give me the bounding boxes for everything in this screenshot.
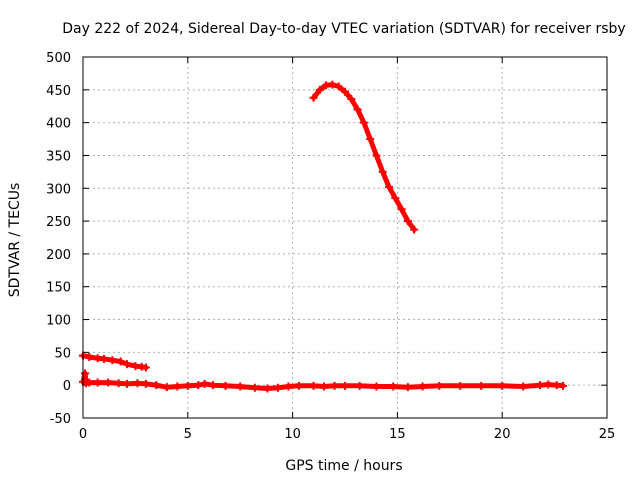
data-point-marker	[378, 167, 387, 176]
data-point-marker	[123, 360, 132, 369]
gridlines	[83, 57, 607, 418]
data-point-marker	[320, 382, 329, 391]
y-tick-label: 0	[63, 379, 71, 394]
data-point-marker	[385, 182, 394, 191]
data-point-marker	[194, 381, 203, 390]
data-point-marker	[116, 357, 125, 366]
data-point-marker	[141, 379, 150, 388]
data-point-marker	[456, 381, 465, 390]
series-hump	[311, 82, 417, 233]
data-point-marker	[372, 151, 381, 160]
data-point-marker	[341, 87, 349, 96]
data-point-marker	[366, 135, 375, 144]
data-point-marker	[334, 82, 343, 91]
data-point-marker	[114, 379, 123, 388]
data-point-marker	[123, 379, 132, 388]
data-point-marker	[284, 382, 293, 391]
data-point-marker	[221, 381, 230, 390]
axis-ticks: 0 5 10 15 20 25 -50 0 50 100 150 200 250 300 350 400 450…	[46, 51, 615, 442]
data-point-marker	[294, 381, 303, 390]
data-point-marker	[435, 381, 444, 390]
x-tick-label: 20	[494, 427, 511, 442]
y-tick-label: 250	[46, 215, 71, 230]
y-tick-label: 100	[46, 314, 71, 329]
y-tick-label: 50	[54, 346, 71, 361]
data-point-marker	[152, 381, 161, 390]
data-point-marker	[353, 105, 362, 114]
y-tick-label: 450	[46, 84, 71, 99]
data-point-marker	[498, 381, 507, 390]
y-axis-label: SDTVAR / TECUs	[7, 183, 23, 298]
y-tick-label: -50	[50, 412, 71, 427]
y-tick-label: 350	[46, 149, 71, 164]
data-point-marker	[397, 205, 406, 214]
data-point-marker	[263, 384, 272, 393]
x-tick-label: 10	[284, 427, 301, 442]
data-point-marker	[236, 382, 245, 391]
x-axis-label: GPS time / hours	[285, 458, 402, 474]
data-point-marker	[535, 381, 544, 390]
x-tick-label: 0	[79, 427, 87, 442]
data-point-marker	[328, 80, 337, 89]
data-point-marker	[309, 93, 318, 102]
data-point-marker	[372, 382, 381, 391]
plot-frame	[82, 56, 608, 419]
data-point-marker	[104, 378, 113, 387]
data-point-marker	[403, 217, 412, 226]
data-point-marker	[418, 382, 427, 391]
data-point-marker	[391, 194, 400, 203]
y-tick-label: 200	[46, 248, 71, 263]
y-tick-label: 500	[46, 51, 71, 66]
data-point-marker	[477, 381, 486, 390]
data-point-marker	[85, 378, 94, 387]
data-point-marker	[133, 379, 142, 388]
data-point-marker	[315, 85, 324, 94]
data-point-marker	[309, 381, 318, 390]
data-point-marker	[347, 95, 356, 104]
data-point-marker	[355, 381, 364, 390]
data-point-marker	[208, 381, 217, 390]
data-point-marker	[108, 356, 117, 365]
data-point-marker	[173, 382, 182, 391]
y-tick-label: 150	[46, 281, 71, 296]
data-point-marker	[250, 383, 259, 392]
data-point-marker	[183, 381, 192, 390]
data-point-marker	[558, 381, 567, 390]
data-point-marker	[359, 118, 368, 127]
data-point-marker	[81, 369, 90, 378]
y-tick-label: 400	[46, 117, 71, 132]
data-point-marker	[341, 381, 349, 390]
data-point-marker	[141, 363, 150, 372]
data-point-marker	[85, 352, 94, 361]
data-point-marker	[410, 225, 419, 234]
data-point-marker	[403, 383, 412, 392]
x-tick-label: 15	[389, 427, 406, 442]
x-tick-label: 25	[599, 427, 616, 442]
data-point-marker	[519, 382, 528, 391]
data-point-marker	[544, 380, 553, 389]
data-point-marker	[162, 383, 171, 392]
y-tick-label: 300	[46, 182, 71, 197]
data-point-marker	[200, 379, 209, 388]
data-point-marker	[273, 383, 282, 392]
data-point-marker	[93, 378, 102, 387]
data-point-marker	[389, 382, 398, 391]
x-tick-label: 5	[184, 427, 192, 442]
data-point-marker	[99, 354, 108, 363]
data-series	[79, 80, 567, 393]
chart-title: Day 222 of 2024, Sidereal Day-to-day VTE…	[62, 21, 625, 37]
data-point-marker	[330, 381, 339, 390]
